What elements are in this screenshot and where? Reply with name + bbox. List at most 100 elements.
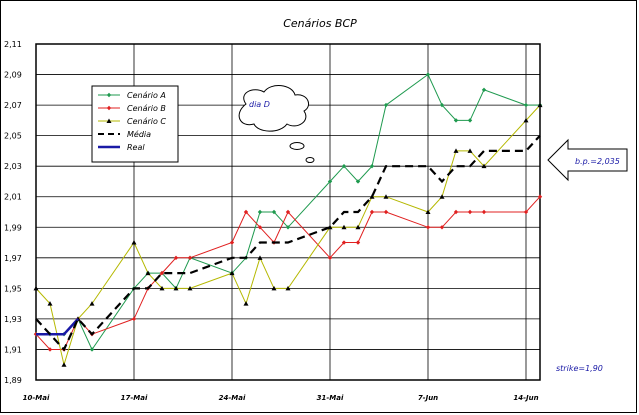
- data-point: [467, 148, 473, 153]
- x-tick-label: 10-Mai: [23, 394, 50, 402]
- data-point: [243, 301, 249, 306]
- y-tick-label: 1,99: [4, 223, 22, 232]
- data-point: [425, 225, 431, 230]
- data-point: [369, 163, 375, 169]
- data-point: [47, 301, 53, 306]
- plot-area-border: [35, 43, 541, 381]
- x-tick-label: 14-Jun: [513, 394, 538, 402]
- cloud-shape: [238, 85, 310, 132]
- legend-label: Cenário A: [127, 91, 166, 100]
- data-point: [187, 285, 193, 291]
- y-tick-label: 2,09: [4, 71, 22, 80]
- legend-marker: [106, 118, 112, 123]
- data-point: [271, 209, 277, 215]
- data-point: [369, 194, 375, 199]
- series-line-m-dia: [35, 134, 541, 352]
- data-point: [369, 209, 375, 215]
- data-point: [285, 225, 291, 230]
- data-point: [439, 225, 445, 230]
- data-point: [341, 224, 347, 230]
- data-point: [131, 240, 137, 245]
- data-point: [439, 102, 445, 108]
- data-point: [47, 347, 53, 352]
- data-point: [61, 362, 67, 367]
- series-group: [33, 72, 543, 367]
- cloud-bubble: [289, 142, 305, 150]
- series-line-real: [36, 318, 79, 336]
- data-point: [523, 117, 529, 123]
- x-tick-label: 7-Jun: [418, 394, 438, 402]
- data-point: [523, 102, 529, 108]
- data-point: [425, 209, 431, 214]
- data-point: [467, 209, 473, 215]
- data-point: [131, 316, 137, 322]
- data-point: [257, 255, 263, 260]
- data-point: [145, 270, 151, 276]
- y-tick-label: 2,01: [4, 193, 22, 202]
- data-point: [187, 255, 193, 261]
- series-line-cen-rio-b: [35, 196, 541, 350]
- data-point: [327, 255, 333, 261]
- data-point: [355, 179, 361, 184]
- data-point: [355, 240, 361, 245]
- data-point: [243, 209, 249, 215]
- legend-box: [91, 85, 179, 163]
- y-tick-label: 2,05: [4, 132, 22, 141]
- legend-label: Cenário B: [127, 104, 166, 113]
- data-point: [159, 285, 165, 291]
- data-point: [271, 285, 277, 291]
- data-point: [439, 194, 445, 199]
- bp-arrow: b.p.=2,035: [547, 138, 628, 182]
- y-tick-label: 2,03: [4, 162, 22, 171]
- legend-label: Real: [127, 143, 145, 152]
- y-tick-label: 1,97: [4, 254, 22, 263]
- arrow-shape: [547, 138, 628, 182]
- data-point: [341, 240, 347, 245]
- legend: Cenário A Cenário B Cenário C Média Real: [91, 85, 179, 163]
- data-point: [285, 285, 291, 291]
- data-point: [159, 270, 165, 276]
- y-tick-label: 2,11: [4, 40, 22, 49]
- data-point: [425, 72, 431, 77]
- data-point: [89, 301, 95, 306]
- y-tick-label: 1,93: [4, 315, 22, 324]
- data-point: [383, 209, 389, 215]
- y-axis-ticks: 1,89 1,91 1,93 1,95 1,97 1,99 2,01 2,03 2,05 2,07…: [4, 40, 22, 385]
- data-point: [285, 209, 291, 215]
- cloud-label: dia D: [249, 100, 270, 109]
- strike-label: strike=1,90: [556, 364, 603, 373]
- data-point: [173, 255, 179, 261]
- data-point: [229, 270, 235, 276]
- y-tick-label: 2,07: [4, 101, 22, 110]
- data-point: [481, 87, 487, 93]
- data-point: [257, 209, 263, 215]
- y-tick-label: 1,95: [4, 284, 22, 293]
- data-point: [355, 224, 361, 230]
- x-tick-label: 31-Mai: [317, 394, 344, 402]
- data-point: [453, 209, 459, 215]
- data-point: [229, 240, 235, 245]
- chart-title: Cenários BCP: [283, 17, 357, 30]
- data-point: [257, 225, 263, 230]
- data-point: [481, 163, 487, 169]
- y-tick-label: 1,89: [4, 376, 22, 385]
- data-point: [481, 209, 487, 215]
- x-tick-label: 24-Mai: [219, 394, 246, 402]
- data-point: [341, 163, 347, 169]
- cloud-bubble-small: [305, 157, 315, 163]
- data-point: [173, 285, 179, 291]
- data-point: [33, 285, 39, 291]
- legend-marker: [106, 92, 112, 98]
- legend-marker: [106, 105, 112, 111]
- arrow-label: b.p.=2,035: [575, 157, 620, 166]
- data-point: [453, 118, 459, 123]
- data-point: [537, 102, 543, 108]
- data-point: [327, 179, 333, 184]
- y-tick-label: 1,91: [4, 345, 22, 354]
- x-tick-label: 17-Mai: [121, 394, 148, 402]
- legend-label: Média: [127, 129, 151, 139]
- data-point: [383, 102, 389, 108]
- data-point: [453, 148, 459, 153]
